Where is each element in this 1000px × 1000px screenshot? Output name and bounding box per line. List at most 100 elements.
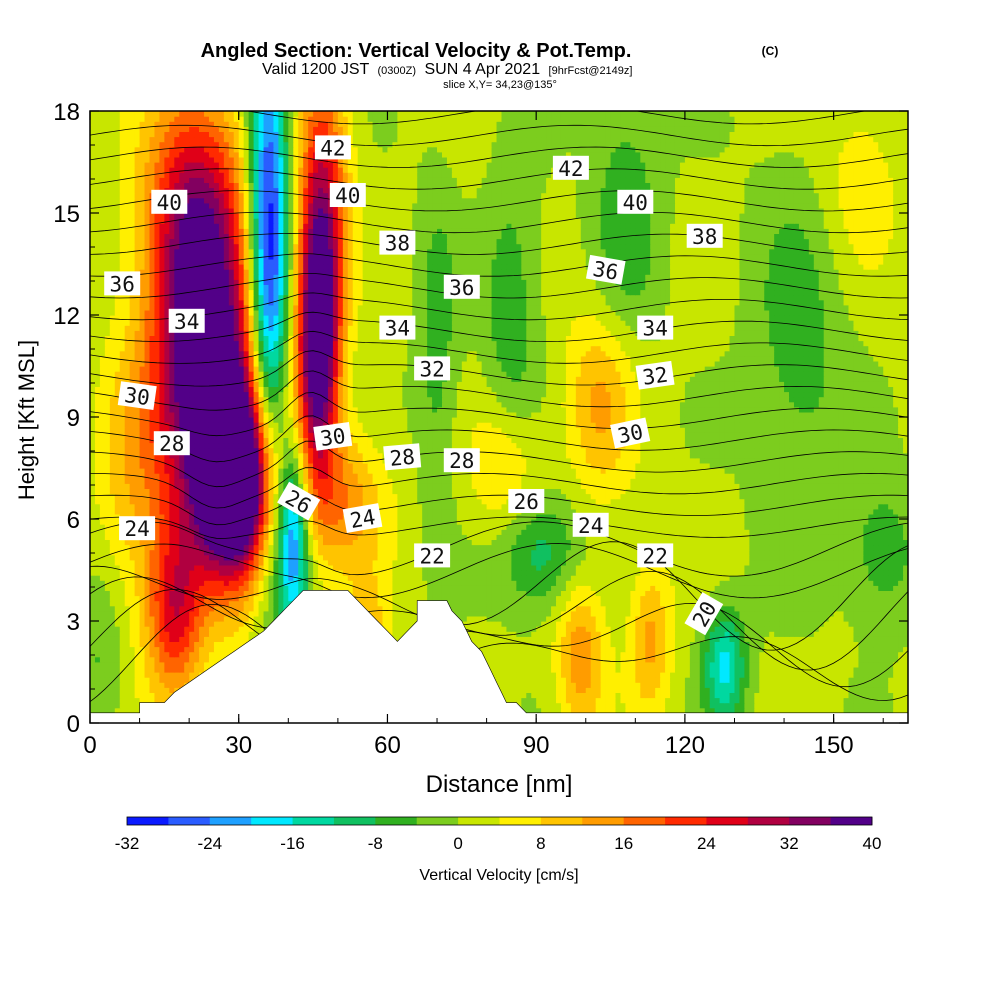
w-cell — [432, 575, 438, 581]
w-cell — [536, 595, 542, 602]
w-cell — [878, 707, 884, 714]
w-cell — [903, 600, 908, 607]
w-cell — [759, 687, 765, 693]
w-cell — [670, 600, 676, 607]
w-cell — [387, 600, 394, 607]
w-cell — [670, 661, 676, 668]
w-cell — [129, 605, 136, 612]
w-cell — [164, 621, 170, 627]
w-cell — [803, 600, 810, 607]
w-cell — [640, 682, 646, 688]
w-cell — [427, 595, 433, 602]
w-cell — [714, 585, 721, 591]
w-cell — [164, 677, 170, 683]
w-cell — [739, 621, 745, 627]
w-cell — [674, 580, 681, 586]
w-cell — [446, 590, 453, 597]
w-cell — [635, 682, 641, 688]
w-cell — [228, 636, 235, 642]
w-cell — [516, 677, 522, 683]
w-cell — [184, 564, 190, 571]
w-cell — [551, 682, 557, 688]
w-cell — [223, 615, 230, 622]
w-cell — [258, 615, 265, 622]
w-cell — [139, 682, 146, 688]
w-cell — [377, 585, 384, 591]
w-cell — [575, 682, 582, 688]
w-cell — [99, 605, 106, 612]
w-cell — [630, 651, 636, 658]
w-cell — [585, 621, 592, 627]
w-cell — [843, 661, 850, 668]
w-cell — [199, 575, 205, 581]
w-cell — [749, 651, 755, 658]
w-cell — [640, 651, 646, 658]
w-cell — [650, 605, 656, 612]
w-cell — [486, 661, 493, 668]
w-cell — [704, 590, 711, 597]
w-cell — [362, 570, 369, 576]
w-cell — [124, 661, 131, 668]
w-cell — [531, 656, 537, 663]
w-cell — [779, 641, 785, 648]
w-cell — [610, 651, 617, 658]
w-cell — [739, 595, 745, 602]
w-cell — [640, 672, 646, 678]
w-cell — [858, 687, 864, 693]
w-cell — [709, 590, 716, 597]
w-cell — [734, 631, 741, 637]
w-cell — [387, 615, 394, 622]
w-cell — [813, 585, 820, 591]
w-cell — [739, 641, 745, 648]
w-cell — [298, 575, 304, 581]
w-cell — [808, 636, 815, 642]
w-cell — [461, 590, 468, 597]
w-cell — [308, 570, 314, 576]
w-cell — [694, 687, 701, 693]
w-cell — [461, 570, 468, 576]
w-cell — [873, 621, 879, 627]
w-cell — [90, 672, 96, 678]
w-cell — [506, 672, 512, 678]
w-cell — [590, 626, 597, 632]
w-cell — [144, 651, 151, 658]
w-cell — [119, 610, 126, 617]
w-cell — [565, 621, 572, 627]
w-cell — [605, 600, 612, 607]
w-cell — [893, 656, 899, 663]
w-cell — [387, 590, 394, 597]
w-cell — [486, 636, 493, 642]
w-cell — [744, 636, 750, 642]
w-cell — [521, 575, 527, 581]
w-cell — [164, 666, 170, 673]
w-cell — [853, 682, 860, 688]
w-cell — [149, 590, 156, 597]
w-cell — [813, 595, 820, 602]
w-cell — [228, 605, 235, 612]
w-cell — [486, 621, 493, 627]
w-cell — [372, 590, 379, 597]
w-cell — [689, 687, 696, 693]
w-cell — [551, 570, 557, 576]
w-cell — [288, 575, 294, 581]
w-cell — [511, 656, 517, 663]
w-cell — [481, 615, 488, 622]
w-cell — [863, 666, 869, 673]
w-cell — [575, 702, 582, 709]
w-cell — [174, 651, 180, 658]
w-cell — [679, 677, 686, 683]
w-cell — [243, 595, 250, 602]
w-cell — [109, 605, 116, 612]
w-cell — [640, 666, 646, 673]
w-cell — [298, 570, 304, 576]
w-cell — [893, 595, 899, 602]
w-cell — [213, 646, 220, 653]
w-cell — [585, 646, 592, 653]
w-cell — [233, 641, 240, 648]
w-cell — [144, 677, 151, 683]
w-cell — [184, 570, 190, 576]
w-cell — [645, 661, 651, 668]
w-cell — [848, 600, 855, 607]
w-cell — [660, 661, 666, 668]
